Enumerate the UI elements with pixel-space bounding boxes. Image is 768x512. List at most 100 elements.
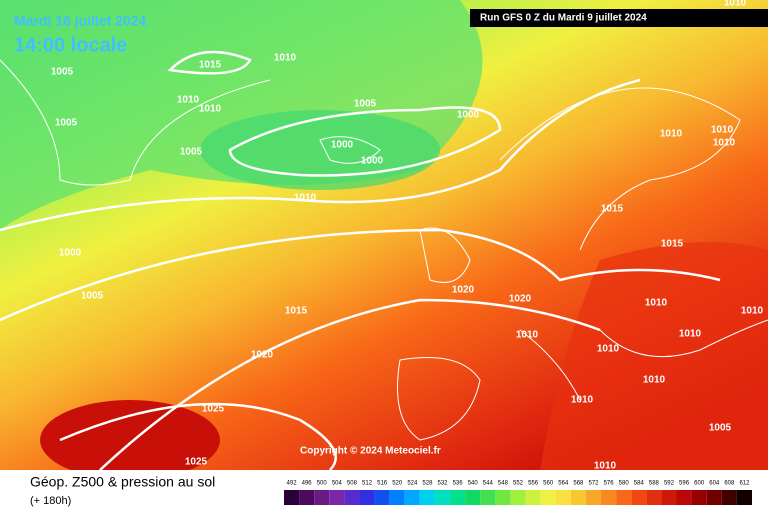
scale-label: 568 (573, 481, 584, 487)
scale-swatch (359, 490, 375, 505)
scale-swatch (314, 490, 330, 505)
scale-label: 492 (287, 481, 298, 487)
scale-swatch (510, 490, 526, 505)
scale-swatch (450, 490, 466, 505)
low-pressure-zone (200, 110, 440, 190)
scale-swatch (570, 490, 586, 505)
scale-swatch (540, 490, 556, 505)
scale-swatch (419, 490, 435, 505)
isobar-label: 1010 (645, 298, 668, 309)
isobar-label: 1010 (741, 306, 764, 317)
isobar-label: 1015 (601, 204, 624, 215)
scale-swatch (329, 490, 345, 505)
scale-label: 588 (649, 481, 660, 487)
isobar-label: 1010 (711, 125, 734, 136)
isobar-label: 1010 (713, 138, 736, 149)
scale-label: 556 (528, 481, 539, 487)
scale-label: 612 (739, 481, 750, 487)
isobar-label: 1025 (185, 457, 208, 468)
scale-label: 608 (724, 481, 735, 487)
scale-label: 496 (302, 481, 313, 487)
scale-swatch (706, 490, 722, 505)
scale-label: 536 (453, 481, 464, 487)
isobar-label: 1010 (199, 104, 222, 115)
run-info: Run GFS 0 Z du Mardi 9 juillet 2024 (480, 13, 647, 24)
scale-swatch (646, 490, 662, 505)
scale-label: 600 (694, 481, 705, 487)
scale-label: 524 (407, 481, 418, 487)
isobar-label: 1010 (679, 329, 702, 340)
scale-label: 540 (468, 481, 479, 487)
scale-label: 520 (392, 481, 403, 487)
isobar-label: 1010 (660, 129, 683, 140)
scale-label: 564 (558, 481, 569, 487)
scale-swatch (661, 490, 677, 505)
scale-swatch (404, 490, 420, 505)
isobar-label: 1000 (331, 140, 354, 151)
isobar-label: 1020 (452, 285, 475, 296)
scale-label: 548 (498, 481, 509, 487)
scale-swatch (389, 490, 405, 505)
isobar-label: 1005 (709, 423, 732, 434)
isobar-label: 1000 (457, 110, 480, 121)
scale-label: 528 (422, 481, 433, 487)
scale-swatch (480, 490, 496, 505)
scale-swatch (374, 490, 390, 505)
isobar-label: 1000 (59, 248, 82, 259)
isobar-label: 1000 (361, 156, 384, 167)
scale-swatch (691, 490, 707, 505)
footer-subtitle: (+ 180h) (30, 495, 71, 507)
scale-label: 604 (709, 481, 720, 487)
isobar-label: 1015 (199, 60, 222, 71)
isobar-label: 1020 (509, 294, 532, 305)
scale-label: 512 (362, 481, 373, 487)
isobar-label: 1010 (177, 95, 200, 106)
forecast-date: Mardi 16 juillet 2024 (14, 13, 146, 29)
scale-swatch (525, 490, 541, 505)
scale-label: 596 (679, 481, 690, 487)
scale-swatch (434, 490, 451, 505)
coastlines (0, 59, 768, 441)
high-zone (40, 400, 220, 480)
scale-swatch (721, 490, 737, 505)
scale-label: 544 (483, 481, 494, 487)
isobar-label: 1010 (597, 344, 620, 355)
isobar-label: 1010 (294, 193, 317, 204)
isobar-label: 1015 (661, 239, 684, 250)
forecast-time: 14:00 locale (14, 34, 127, 56)
scale-label: 516 (377, 481, 388, 487)
scale-label: 508 (347, 481, 358, 487)
scale-label: 532 (438, 481, 449, 487)
scale-swatch (284, 490, 300, 505)
isobar-label: 1005 (51, 67, 74, 78)
scale-swatch (465, 490, 481, 505)
scale-label: 580 (619, 481, 630, 487)
scale-swatch (495, 490, 511, 505)
scale-swatch (736, 490, 752, 505)
footer-title: Géop. Z500 & pression au sol (30, 474, 215, 490)
scale-label: 504 (332, 481, 343, 487)
scale-swatch (585, 490, 602, 505)
run-banner (470, 9, 768, 27)
isobar-label: 1005 (81, 291, 104, 302)
scale-swatch (616, 490, 632, 505)
isobar-label: 1020 (251, 350, 274, 361)
scale-swatch (555, 490, 571, 505)
scale-label: 560 (543, 481, 554, 487)
isobar-label: 1005 (354, 99, 377, 110)
isobar-label: 1010 (643, 375, 666, 386)
scale-label: 552 (513, 481, 524, 487)
isobar-label: 1005 (180, 147, 203, 158)
scale-swatch (344, 490, 360, 505)
isobar-label: 1010 (724, 0, 747, 9)
isobar-label: 1010 (274, 53, 297, 64)
scale-label: 576 (604, 481, 615, 487)
isobar-label: 1005 (55, 118, 78, 129)
scale-swatch (676, 490, 692, 505)
isobar-label: 1010 (594, 461, 617, 472)
isobar-label: 1015 (285, 306, 308, 317)
scale-swatch (299, 490, 315, 505)
scale-swatch (601, 490, 617, 505)
scale-label: 584 (634, 481, 645, 487)
